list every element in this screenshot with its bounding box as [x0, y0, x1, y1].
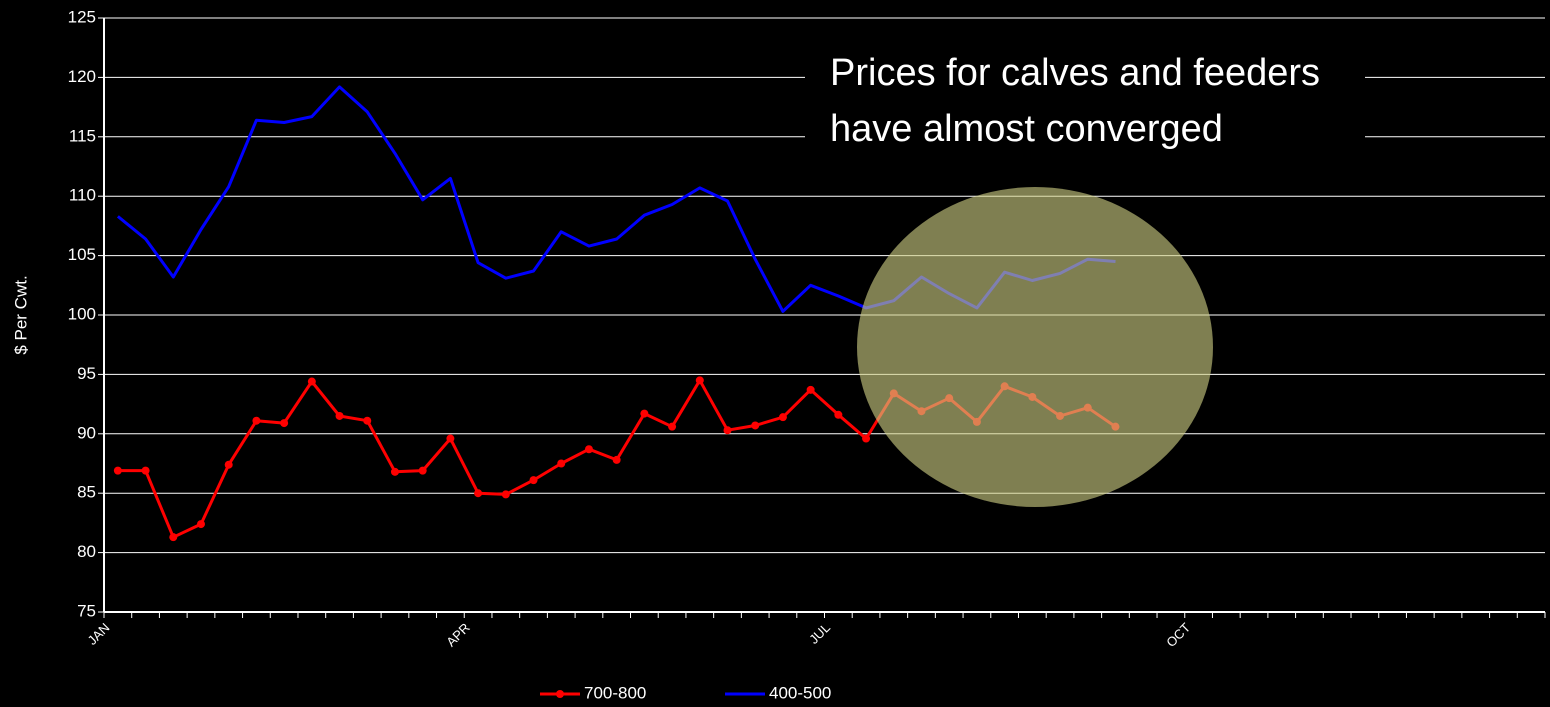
- series-marker: [834, 410, 843, 419]
- annotation: have almost converged: [830, 108, 1223, 150]
- series-marker: [252, 416, 261, 425]
- y-tick-label: 120: [68, 67, 96, 86]
- series-marker: [335, 411, 344, 420]
- annotation-backdrop: [805, 50, 1365, 160]
- series-marker: [557, 459, 566, 468]
- y-tick-label: 75: [77, 601, 96, 620]
- series-marker: [806, 385, 815, 394]
- legend-label: 400-500: [769, 683, 831, 702]
- series-marker: [668, 422, 677, 431]
- series-marker: [196, 520, 205, 529]
- series-marker: [363, 416, 372, 425]
- series-marker: [584, 445, 593, 454]
- series-marker: [418, 466, 427, 475]
- series-marker: [529, 476, 538, 485]
- series-marker: [307, 377, 316, 386]
- series-marker: [169, 533, 178, 542]
- series-marker: [695, 376, 704, 385]
- series-marker: [390, 467, 399, 476]
- y-tick-label: 95: [77, 364, 96, 383]
- annotation: Prices for calves and feeders: [830, 52, 1320, 94]
- series-marker: [640, 409, 649, 418]
- series-marker: [501, 490, 510, 499]
- highlight: [857, 187, 1213, 507]
- y-axis-label: $ Per Cwt.: [11, 275, 30, 354]
- y-tick-label: 80: [77, 542, 96, 561]
- legend-label: 700-800: [584, 683, 646, 702]
- series-marker: [862, 434, 871, 443]
- series-marker: [141, 466, 150, 475]
- y-tick-label: 125: [68, 7, 96, 26]
- y-tick-label: 105: [68, 245, 96, 264]
- series-marker: [224, 460, 233, 469]
- series-marker: [778, 413, 787, 422]
- series-marker: [474, 489, 483, 498]
- y-tick-label: 115: [69, 126, 96, 145]
- series-marker: [751, 421, 760, 430]
- y-tick-label: 90: [77, 423, 96, 442]
- y-tick-label: 100: [68, 304, 96, 323]
- series-marker: [723, 426, 732, 435]
- y-tick-label: 85: [77, 483, 96, 502]
- legend-marker: [556, 690, 564, 698]
- y-tick-label: 110: [69, 186, 96, 205]
- series-marker: [280, 419, 289, 428]
- series-marker: [446, 434, 455, 443]
- series-marker: [113, 466, 122, 475]
- series-marker: [612, 455, 621, 464]
